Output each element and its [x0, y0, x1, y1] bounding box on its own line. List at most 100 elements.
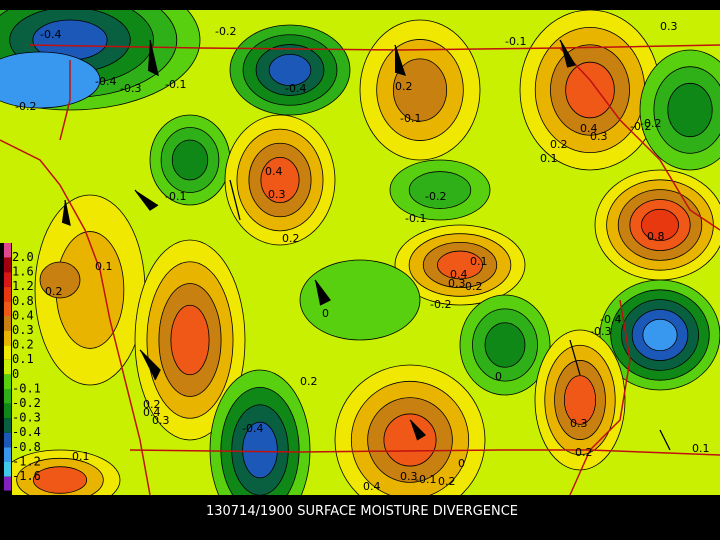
wind-barbs	[61, 39, 671, 451]
contour-band	[171, 139, 209, 181]
contour-label: 0.2	[575, 446, 593, 459]
legend-swatch	[4, 403, 11, 419]
legend-swatch	[4, 243, 11, 258]
legend-swatch	[4, 374, 11, 389]
legend-swatch	[4, 462, 11, 477]
contour-band	[0, 51, 101, 109]
legend-label: 1.2	[12, 279, 34, 293]
contour-label: 0.2	[143, 398, 161, 411]
legend-swatch	[4, 359, 11, 375]
contour-label: 0.2	[45, 285, 63, 298]
legend-label: -0.2	[12, 396, 41, 410]
legend-swatch	[4, 418, 11, 433]
legend-label: 1.6	[12, 265, 34, 279]
legend-label: -1.2	[12, 454, 41, 468]
contour-band	[32, 466, 88, 494]
contour-label: 0.4	[265, 165, 283, 178]
contour-label: -0.1	[505, 35, 526, 48]
legend-swatch	[4, 272, 11, 287]
contour-label: 0.1	[540, 152, 558, 165]
legend-swatch	[4, 330, 11, 346]
legend-swatch	[4, 447, 11, 462]
contour-label: -0.3	[590, 325, 611, 338]
legend-label: -0.4	[12, 425, 41, 439]
contour-band	[260, 156, 300, 204]
contour-label: -0.4	[95, 75, 116, 88]
legend-swatch	[4, 432, 11, 448]
contour-label: -0.3	[120, 82, 141, 95]
contour-label: -0.2	[630, 120, 651, 133]
contour-label: 0.2	[550, 138, 568, 151]
legend-label: 0	[12, 367, 19, 381]
map-title: 130714/1900 SURFACE MOISTURE DIVERGENCE	[206, 504, 518, 519]
contour-label: 0.1	[692, 442, 710, 455]
contour-label: 0.4	[450, 268, 468, 281]
contour-label: 0.3	[152, 414, 170, 427]
legend-swatch	[4, 316, 11, 331]
contour-label: 0.3	[590, 130, 608, 143]
contour-band	[170, 304, 210, 376]
contour-label: -0.1	[165, 78, 186, 91]
legend-label: 0.3	[12, 323, 34, 337]
contour-label: 0.2	[465, 280, 483, 293]
contour-band	[299, 259, 421, 341]
contour-band	[268, 53, 312, 87]
legend-label: 0.4	[12, 308, 34, 322]
contour-label: 0	[495, 370, 502, 383]
contour-band	[39, 261, 81, 299]
contour-label: -0.2	[640, 117, 661, 130]
contour-label: -0.1	[415, 473, 436, 486]
contour-label: -0.2	[425, 190, 446, 203]
legend-label: 2.0	[12, 250, 34, 264]
contour-band	[642, 318, 678, 352]
contour-label: 0.8	[647, 230, 665, 243]
legend-label: -0.8	[12, 440, 41, 454]
contour-band	[667, 82, 713, 138]
contour-label: -0.2	[15, 100, 36, 113]
contour-band	[392, 58, 448, 122]
contour-label: 0.2	[282, 232, 300, 245]
legend-swatch	[4, 301, 11, 316]
contour-band	[242, 421, 278, 479]
contour-label: -0.2	[430, 298, 451, 311]
legend-swatch	[4, 389, 11, 404]
contour-label: 0.4	[143, 406, 161, 419]
contour-label: 0.1	[95, 260, 113, 273]
contour-label: 0.2	[395, 80, 413, 93]
contour-label: -0.4	[40, 28, 61, 41]
contour-label: -0.4	[600, 313, 621, 326]
contour-label: 0.3	[268, 188, 286, 201]
legend-swatch	[4, 257, 11, 273]
contour-label: 0.1	[72, 450, 90, 463]
legend-label: -0.3	[12, 411, 41, 425]
contour-label: 0.2	[300, 375, 318, 388]
contour-band	[641, 208, 679, 242]
contour-label: 0.1	[470, 255, 488, 268]
legend-label: 0.2	[12, 338, 34, 352]
contour-label: -0.1	[405, 212, 426, 225]
contour-label: 0.2	[438, 475, 456, 488]
contour-label: 0.4	[580, 122, 598, 135]
contour-band	[383, 413, 437, 467]
contour-label: -0.1	[400, 112, 421, 125]
contour-label: 0.3	[660, 20, 678, 33]
contour-label: -0.4	[285, 82, 306, 95]
contour-label: -0.2	[215, 25, 236, 38]
contour-label: 0.3	[400, 470, 418, 483]
legend-swatch	[4, 286, 11, 302]
contour-band	[563, 375, 597, 425]
legend-label: 0.8	[12, 294, 34, 308]
contour-band	[408, 171, 472, 209]
state-borders	[0, 44, 720, 496]
contour-label: 0.4	[363, 480, 381, 493]
legend-label: -0.1	[12, 381, 41, 395]
legend-swatch	[4, 476, 11, 491]
legend-swatch	[4, 345, 11, 360]
contour-label: 0.3	[448, 277, 466, 290]
contour-band	[436, 250, 484, 280]
contour-label: 0.3	[570, 417, 588, 430]
contour-label: 0	[322, 307, 329, 320]
contour-label: -0.4	[242, 422, 263, 435]
contour-band	[565, 61, 615, 119]
